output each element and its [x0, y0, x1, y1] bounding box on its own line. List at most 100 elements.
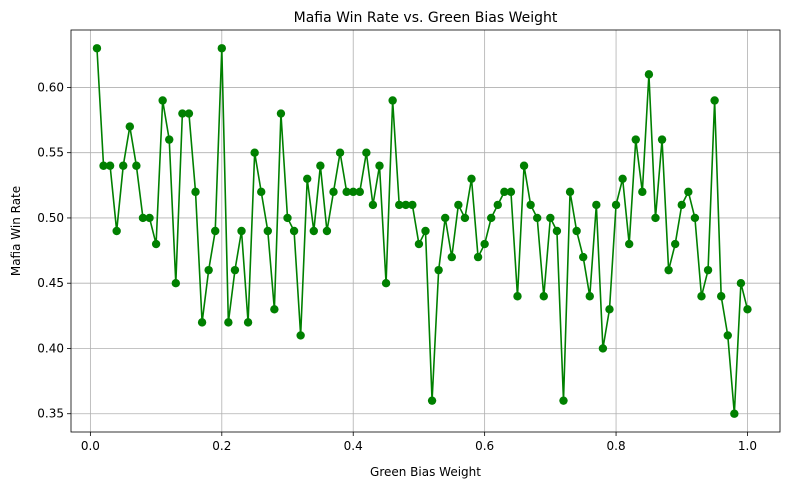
- data-point: [493, 200, 502, 210]
- data-point: [270, 305, 279, 314]
- x-tick-label: 0.8: [607, 439, 626, 453]
- data-point: [736, 279, 746, 288]
- data-point: [158, 96, 167, 105]
- y-tick-label: 0.50: [37, 211, 64, 225]
- data-point: [644, 70, 654, 79]
- data-point: [92, 44, 102, 53]
- data-point: [526, 200, 535, 210]
- data-point: [296, 331, 305, 340]
- data-point: [322, 226, 332, 236]
- y-tick-label: 0.35: [37, 407, 64, 421]
- data-point: [217, 44, 227, 53]
- x-tick-label: 0.2: [212, 439, 231, 453]
- data-point: [677, 200, 686, 210]
- x-tick-label: 1.0: [738, 439, 757, 453]
- data-point: [316, 161, 325, 170]
- data-point: [112, 226, 121, 236]
- data-point: [579, 252, 588, 262]
- data-point: [460, 213, 470, 223]
- y-tick-label: 0.40: [37, 341, 64, 355]
- data-point: [309, 226, 318, 236]
- data-point: [585, 292, 594, 301]
- data-point: [105, 161, 115, 170]
- x-axis-label: Green Bias Weight: [370, 465, 481, 479]
- data-point: [184, 109, 194, 118]
- data-point: [178, 109, 187, 118]
- grid-layer: [71, 30, 780, 432]
- data-point: [138, 213, 148, 223]
- data-point: [684, 187, 693, 197]
- data-point: [743, 305, 752, 314]
- data-point: [355, 187, 364, 197]
- data-point: [427, 396, 437, 405]
- data-point: [349, 187, 358, 197]
- data-point: [237, 226, 246, 236]
- data-point: [533, 213, 542, 223]
- data-point: [257, 187, 266, 197]
- data-point: [487, 213, 496, 223]
- data-point: [539, 292, 548, 301]
- data-point: [211, 226, 220, 236]
- data-point: [664, 265, 673, 275]
- data-point: [151, 239, 161, 249]
- data-point: [710, 96, 719, 105]
- ticks-layer: 0.0 0.2 0.4 0.6 0.8 1.0 0.35 0.40 0.45 0.50 0.55 0.…: [37, 80, 757, 453]
- data-point: [572, 226, 581, 236]
- data-point: [421, 226, 430, 236]
- data-point: [191, 187, 200, 197]
- data-point: [303, 174, 312, 183]
- y-tick-label: 0.45: [37, 276, 64, 290]
- data-point: [618, 174, 627, 183]
- y-axis-label: Mafia Win Rate: [9, 186, 23, 276]
- data-point: [434, 265, 443, 275]
- data-point: [335, 148, 345, 157]
- data-point: [473, 252, 483, 262]
- y-tick-label: 0.55: [37, 146, 64, 160]
- data-point: [447, 252, 456, 262]
- data-point: [224, 318, 233, 327]
- series-line: [96, 48, 749, 414]
- data-point: [204, 265, 213, 275]
- data-point: [657, 135, 667, 144]
- data-point: [552, 226, 562, 236]
- data-point: [716, 292, 726, 301]
- data-point: [454, 200, 463, 210]
- data-point: [250, 148, 259, 157]
- data-point: [467, 174, 476, 183]
- x-tick-label: 0.4: [344, 439, 363, 453]
- data-point: [605, 305, 614, 314]
- data-point: [388, 96, 397, 105]
- data-point: [441, 213, 450, 223]
- data-point: [342, 187, 351, 197]
- data-point: [670, 239, 680, 249]
- data-point: [362, 148, 371, 157]
- data-point: [513, 292, 522, 301]
- data-point: [559, 396, 568, 405]
- data-point: [395, 200, 404, 210]
- data-point: [132, 161, 141, 170]
- data-point: [506, 187, 516, 197]
- series-layer: [92, 44, 752, 418]
- data-point: [401, 200, 410, 210]
- data-point: [631, 135, 640, 144]
- data-point: [598, 344, 608, 353]
- data-point: [171, 279, 181, 288]
- data-point: [500, 187, 509, 197]
- data-point: [414, 239, 424, 249]
- data-point: [697, 292, 706, 301]
- data-point: [546, 213, 555, 223]
- data-point: [230, 265, 240, 275]
- data-point: [263, 226, 272, 236]
- data-point: [730, 409, 739, 418]
- data-point: [145, 213, 154, 223]
- data-point: [368, 200, 378, 210]
- data-point: [611, 200, 621, 210]
- chart-title: Mafia Win Rate vs. Green Bias Weight: [294, 10, 558, 26]
- y-tick-label: 0.60: [37, 80, 64, 94]
- data-point: [480, 239, 489, 249]
- data-point: [125, 122, 135, 131]
- x-tick-label: 0.0: [81, 439, 100, 453]
- data-point: [519, 161, 529, 170]
- data-point: [638, 187, 647, 197]
